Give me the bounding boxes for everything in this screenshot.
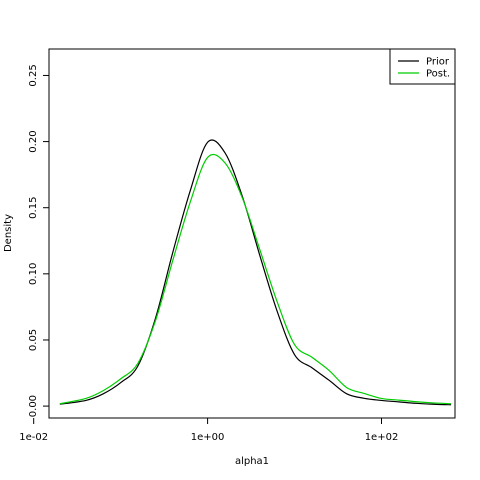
y-tick-label: 0.10 (28, 263, 39, 285)
x-tick-label: 1e-02 (19, 432, 48, 443)
y-tick-label: 0.20 (28, 130, 39, 152)
plot-frame (48, 48, 456, 419)
series-line-2 (59, 153, 452, 405)
y-axis: 0.00 0.05 0.10 0.15 0.20 0.25 (28, 64, 49, 417)
series-layer (59, 139, 452, 406)
x-axis-label: alpha1 (235, 456, 269, 467)
x-tick-label: 1e+00 (191, 432, 225, 443)
y-tick-label: 0.00 (28, 395, 39, 417)
series-line-1 (59, 139, 452, 406)
y-tick-label: 0.15 (28, 197, 39, 219)
legend-label: Prior (426, 57, 450, 68)
legend-box (389, 48, 456, 85)
legend-label: Post. (426, 69, 450, 80)
y-tick-label: 0.25 (28, 64, 39, 86)
y-tick-label: 0.05 (28, 329, 39, 351)
x-axis: 1e-02 1e+00 1e+02 (19, 418, 398, 443)
x-tick-label: 1e+02 (365, 432, 399, 443)
y-axis-label: Density (3, 214, 14, 252)
